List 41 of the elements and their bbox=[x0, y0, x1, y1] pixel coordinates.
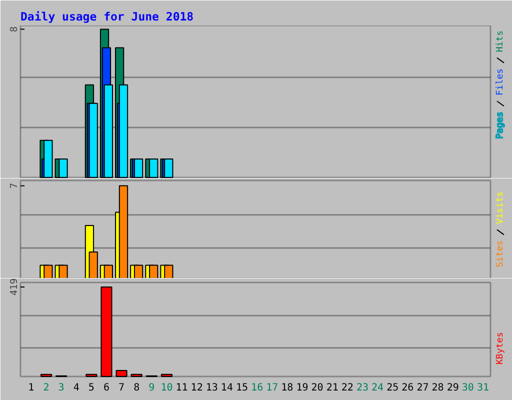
legend-label: Pages bbox=[496, 112, 506, 139]
x-tick-label: 10 bbox=[160, 382, 173, 394]
x-tick-label: 29 bbox=[446, 382, 459, 394]
x-tick-label: 14 bbox=[220, 382, 233, 394]
x-tick-label: 22 bbox=[341, 382, 354, 394]
x-tick-label: 17 bbox=[266, 382, 278, 394]
x-tick-label: 27 bbox=[416, 382, 429, 394]
text: Visits bbox=[496, 192, 506, 224]
x-tick-label: 31 bbox=[476, 382, 489, 394]
x-tick-label: 9 bbox=[148, 382, 155, 394]
y-tick-label: 7 bbox=[9, 182, 20, 189]
x-tick-label: 16 bbox=[251, 382, 264, 394]
x-tick-label: 12 bbox=[190, 382, 203, 394]
chart-title: Daily usage for June 2018 bbox=[20, 10, 194, 24]
y-tick-label: 8 bbox=[9, 26, 20, 32]
x-tick-label: 24 bbox=[372, 382, 384, 394]
x-tick-label: 26 bbox=[402, 382, 414, 394]
x-tick-label: 11 bbox=[176, 382, 188, 394]
x-tick-label: 21 bbox=[326, 382, 338, 394]
y-tick-label: 419 bbox=[9, 278, 20, 296]
x-tick-label: 5 bbox=[88, 382, 94, 394]
x-tick-label: 15 bbox=[236, 382, 248, 394]
x-tick-label: 6 bbox=[103, 382, 110, 394]
x-tick-label: 25 bbox=[386, 382, 399, 394]
x-tick-label: 13 bbox=[206, 382, 218, 394]
x-tick-label: 7 bbox=[118, 382, 125, 394]
text: Hits bbox=[496, 30, 506, 52]
x-tick-label: 1 bbox=[28, 382, 34, 394]
x-tick-label: 28 bbox=[432, 382, 444, 394]
x-tick-label: 18 bbox=[281, 382, 294, 394]
x-tick-label: 30 bbox=[462, 382, 474, 394]
x-tick-label: 8 bbox=[134, 382, 140, 394]
x-tick-label: 23 bbox=[356, 382, 369, 394]
x-tick-label: 20 bbox=[311, 382, 324, 394]
text: KBytes bbox=[496, 332, 506, 364]
x-tick-label: 2 bbox=[43, 382, 50, 394]
x-tick-label: 19 bbox=[296, 382, 308, 394]
x-tick-label: 3 bbox=[58, 382, 64, 394]
x-tick-label: 4 bbox=[73, 382, 80, 394]
legend-label: Sites bbox=[496, 240, 506, 268]
legend-label: Files bbox=[496, 68, 506, 96]
